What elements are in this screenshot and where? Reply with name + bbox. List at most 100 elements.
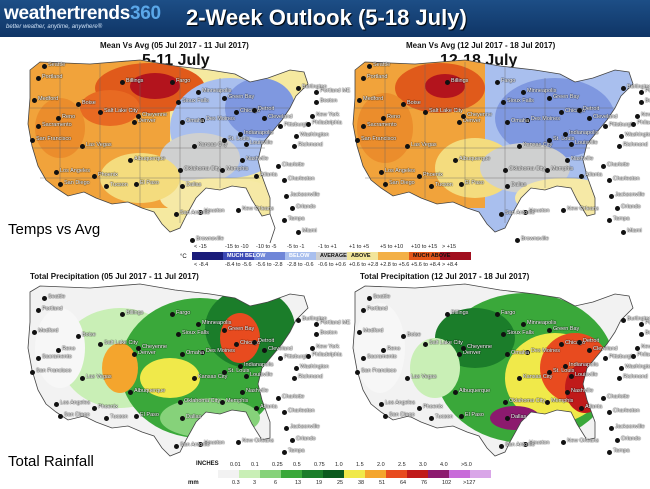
- city-marker: [615, 438, 620, 443]
- city-marker: [355, 370, 360, 375]
- city-label: Des Moines: [206, 348, 236, 354]
- precip-legend-inches-label: 2.0: [377, 462, 385, 468]
- city-marker: [417, 406, 422, 411]
- city-marker: [639, 332, 644, 337]
- city-label: Seattle: [373, 62, 391, 68]
- city-label: Kansas City: [198, 142, 228, 148]
- city-label: Seattle: [373, 294, 391, 300]
- city-marker: [621, 86, 626, 91]
- city-label: Minneapolis: [202, 88, 232, 94]
- city-marker: [379, 402, 384, 407]
- city-label: Reno: [62, 114, 76, 120]
- city-marker: [54, 170, 59, 175]
- city-marker: [639, 100, 644, 105]
- city-label: Louisville: [575, 140, 598, 146]
- city-label: Green Bay: [553, 326, 580, 332]
- city-marker: [621, 230, 626, 235]
- city-marker: [180, 120, 185, 125]
- city-marker: [134, 182, 139, 187]
- city-label: Albuquerque: [459, 156, 491, 162]
- city-marker: [180, 416, 185, 421]
- city-label: Portland ME: [320, 320, 351, 326]
- temp-legend-swatch: [347, 252, 378, 260]
- city-label: New Orleans: [567, 438, 599, 444]
- city-marker: [244, 374, 249, 379]
- city-label: Nashville: [246, 388, 269, 394]
- city-marker: [383, 182, 388, 187]
- city-marker: [639, 90, 644, 95]
- city-marker: [222, 370, 227, 375]
- city-marker: [252, 340, 257, 345]
- city-label: Cheyenne: [142, 344, 168, 350]
- temp-legend-bottom-label: -8.4 to -5.6: [225, 262, 252, 268]
- city-marker: [405, 376, 410, 381]
- city-marker: [579, 174, 584, 179]
- city-marker: [240, 158, 245, 163]
- precip-legend-swatch: [344, 470, 365, 478]
- city-label: Detroit: [258, 106, 275, 112]
- city-marker: [423, 110, 428, 115]
- city-label: Phoenix: [98, 172, 118, 178]
- city-marker: [104, 184, 109, 189]
- city-marker: [545, 168, 550, 173]
- header-bar: weathertrends360 better weather, anytime…: [0, 0, 650, 37]
- city-label: Cleveland: [268, 346, 293, 352]
- temp-legend-category: BELOW: [289, 253, 310, 259]
- city-label: Boise: [82, 332, 96, 338]
- city-marker: [563, 364, 568, 369]
- city-marker: [423, 342, 428, 347]
- city-marker: [76, 102, 81, 107]
- city-label: Chicago: [565, 108, 586, 114]
- city-marker: [56, 116, 61, 121]
- city-marker: [635, 114, 640, 119]
- city-marker: [357, 330, 362, 335]
- city-marker: [401, 102, 406, 107]
- city-label: Charlotte: [607, 162, 630, 168]
- temp-map-1-title: Mean Vs Avg (05 Jul 2017 - 11 Jul 2017): [100, 41, 249, 50]
- city-label: Tucson: [110, 414, 128, 420]
- city-label: Brownsville: [521, 236, 549, 242]
- city-marker: [607, 218, 612, 223]
- city-label: Portland: [367, 306, 388, 312]
- city-label: Omaha: [186, 350, 205, 356]
- city-label: Boston: [320, 98, 338, 104]
- temp-legend-swatch: [409, 252, 440, 260]
- city-marker: [453, 158, 458, 163]
- city-label: Sioux Falls: [182, 98, 209, 104]
- city-label: Omaha: [186, 118, 205, 124]
- city-label: San Francisco: [36, 136, 72, 142]
- city-marker: [547, 370, 552, 375]
- city-marker: [505, 184, 510, 189]
- city-label: Las Vegas: [86, 374, 112, 380]
- temp-legend-swatch: [440, 252, 471, 260]
- city-marker: [92, 406, 97, 411]
- city-label: Portland ME: [645, 320, 650, 326]
- city-label: Jacksonville: [615, 192, 645, 198]
- city-label: Washington: [300, 132, 329, 138]
- city-label: San Antonio: [180, 442, 210, 448]
- city-label: Nashville: [246, 156, 269, 162]
- city-label: Fargo: [176, 78, 191, 84]
- city-marker: [621, 318, 626, 323]
- city-marker: [80, 376, 85, 381]
- city-marker: [561, 208, 566, 213]
- city-marker: [381, 116, 386, 121]
- city-marker: [262, 116, 267, 121]
- precip-legend-inches-label: 3.0: [419, 462, 427, 468]
- city-label: Salt Lake City: [429, 340, 463, 346]
- city-marker: [310, 114, 315, 119]
- city-label: Dallas: [511, 414, 527, 420]
- city-label: El Paso: [465, 180, 484, 186]
- city-marker: [499, 444, 504, 449]
- city-label: New York: [641, 344, 650, 350]
- city-marker: [603, 124, 608, 129]
- city-label: Washington: [300, 364, 329, 370]
- city-label: Charleston: [613, 176, 640, 182]
- city-marker: [192, 376, 197, 381]
- city-marker: [180, 184, 185, 189]
- city-marker: [314, 332, 319, 337]
- city-label: Tampa: [288, 448, 305, 454]
- city-label: Kansas City: [198, 374, 228, 380]
- city-label: Reno: [62, 346, 76, 352]
- city-label: Billings: [451, 78, 469, 84]
